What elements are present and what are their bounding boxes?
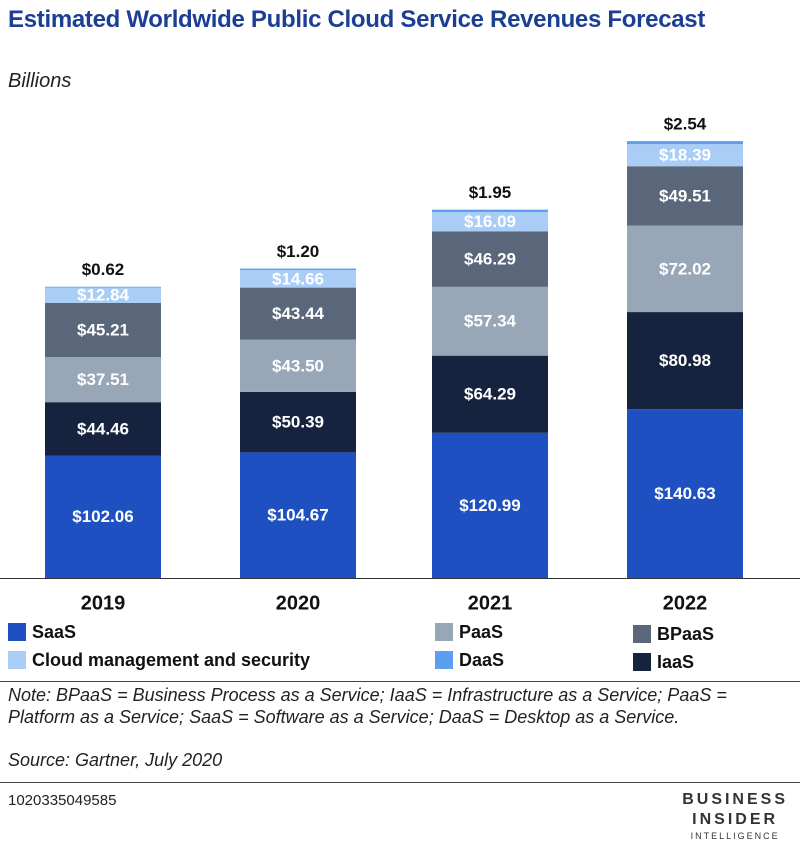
logo-line: INSIDER <box>692 811 779 828</box>
value-label: $72.02 <box>659 259 711 278</box>
legend-label: SaaS <box>32 622 76 642</box>
legend-label: PaaS <box>459 622 503 642</box>
value-label: $140.63 <box>654 484 715 503</box>
logo-line: BUSINESS <box>682 791 788 808</box>
total-label: $1.20 <box>277 242 320 261</box>
legend-label: Cloud management and security <box>32 650 310 670</box>
legend-label: BPaaS <box>657 624 714 644</box>
value-label: $80.98 <box>659 351 711 370</box>
value-label: $16.09 <box>464 212 516 231</box>
value-label: $14.66 <box>272 269 324 288</box>
chart-id: 1020335049585 <box>8 792 117 809</box>
logo: BUSINESS INSIDER INTELLIGENCE <box>682 790 788 842</box>
value-label: $64.29 <box>464 385 516 404</box>
value-label: $50.39 <box>272 413 324 432</box>
bar-segment <box>45 357 161 403</box>
legend-swatch <box>633 653 651 671</box>
divider <box>0 681 800 682</box>
bar-segment <box>240 287 356 340</box>
total-label: $0.62 <box>82 260 125 279</box>
bar-segment <box>240 339 356 392</box>
bar-segment <box>45 302 161 358</box>
value-label: $18.39 <box>659 146 711 165</box>
bar-segment <box>627 141 743 145</box>
x-tick-label: 2022 <box>663 592 708 614</box>
bar-segment <box>432 432 548 578</box>
bar-segment <box>627 409 743 578</box>
bar-segment <box>240 268 356 271</box>
logo-line: INTELLIGENCE <box>690 831 780 841</box>
bar-segment <box>432 286 548 356</box>
bar-segment <box>432 212 548 232</box>
bar-segment <box>432 231 548 287</box>
x-tick-label: 2020 <box>276 592 321 614</box>
bar-segment <box>45 455 161 578</box>
bar-segment <box>432 355 548 433</box>
legend-swatch <box>8 623 26 641</box>
bar-segment <box>627 166 743 226</box>
legend-label: DaaS <box>459 650 504 670</box>
bar-segment <box>432 209 548 212</box>
value-label: $102.06 <box>72 507 133 526</box>
value-label: $43.50 <box>272 356 324 375</box>
chart-title: Estimated Worldwide Public Cloud Service… <box>8 6 706 33</box>
bar-segment <box>627 312 743 410</box>
legend-swatch <box>435 651 453 669</box>
total-label: $1.95 <box>469 183 512 202</box>
source: Source: Gartner, July 2020 <box>8 750 223 770</box>
value-label: $44.46 <box>77 419 129 438</box>
value-label: $57.34 <box>464 312 517 331</box>
x-tick-label: 2021 <box>468 592 513 614</box>
value-label: $43.44 <box>272 304 325 323</box>
value-label: $45.21 <box>77 321 129 340</box>
total-label: $2.54 <box>664 115 707 134</box>
bar-segment <box>627 225 743 313</box>
divider <box>0 782 800 783</box>
value-label: $104.67 <box>267 506 328 525</box>
value-label: $49.51 <box>659 186 711 205</box>
bar-segment <box>45 287 161 303</box>
bar-segment <box>240 270 356 288</box>
legend-swatch <box>435 623 453 641</box>
value-label: $37.51 <box>77 370 129 389</box>
note: Note: BPaaS = Business Process as a Serv… <box>8 685 727 727</box>
legend-swatch <box>8 651 26 669</box>
legend-label: IaaS <box>657 652 694 672</box>
value-label: $12.84 <box>77 286 130 305</box>
value-label: $46.29 <box>464 250 516 269</box>
value-label: $120.99 <box>459 496 520 515</box>
bar-segment <box>240 452 356 578</box>
x-tick-label: 2019 <box>81 592 126 614</box>
bar-segment <box>627 144 743 167</box>
chart-subtitle: Billions <box>8 70 72 92</box>
bar-segment <box>45 286 161 288</box>
bar-segment <box>240 391 356 453</box>
bar-segment <box>45 402 161 456</box>
legend-swatch <box>633 625 651 643</box>
chart: $102.06 $44.46 $37.51 $45.21 $12.84 $0.62 2019… <box>0 115 800 672</box>
